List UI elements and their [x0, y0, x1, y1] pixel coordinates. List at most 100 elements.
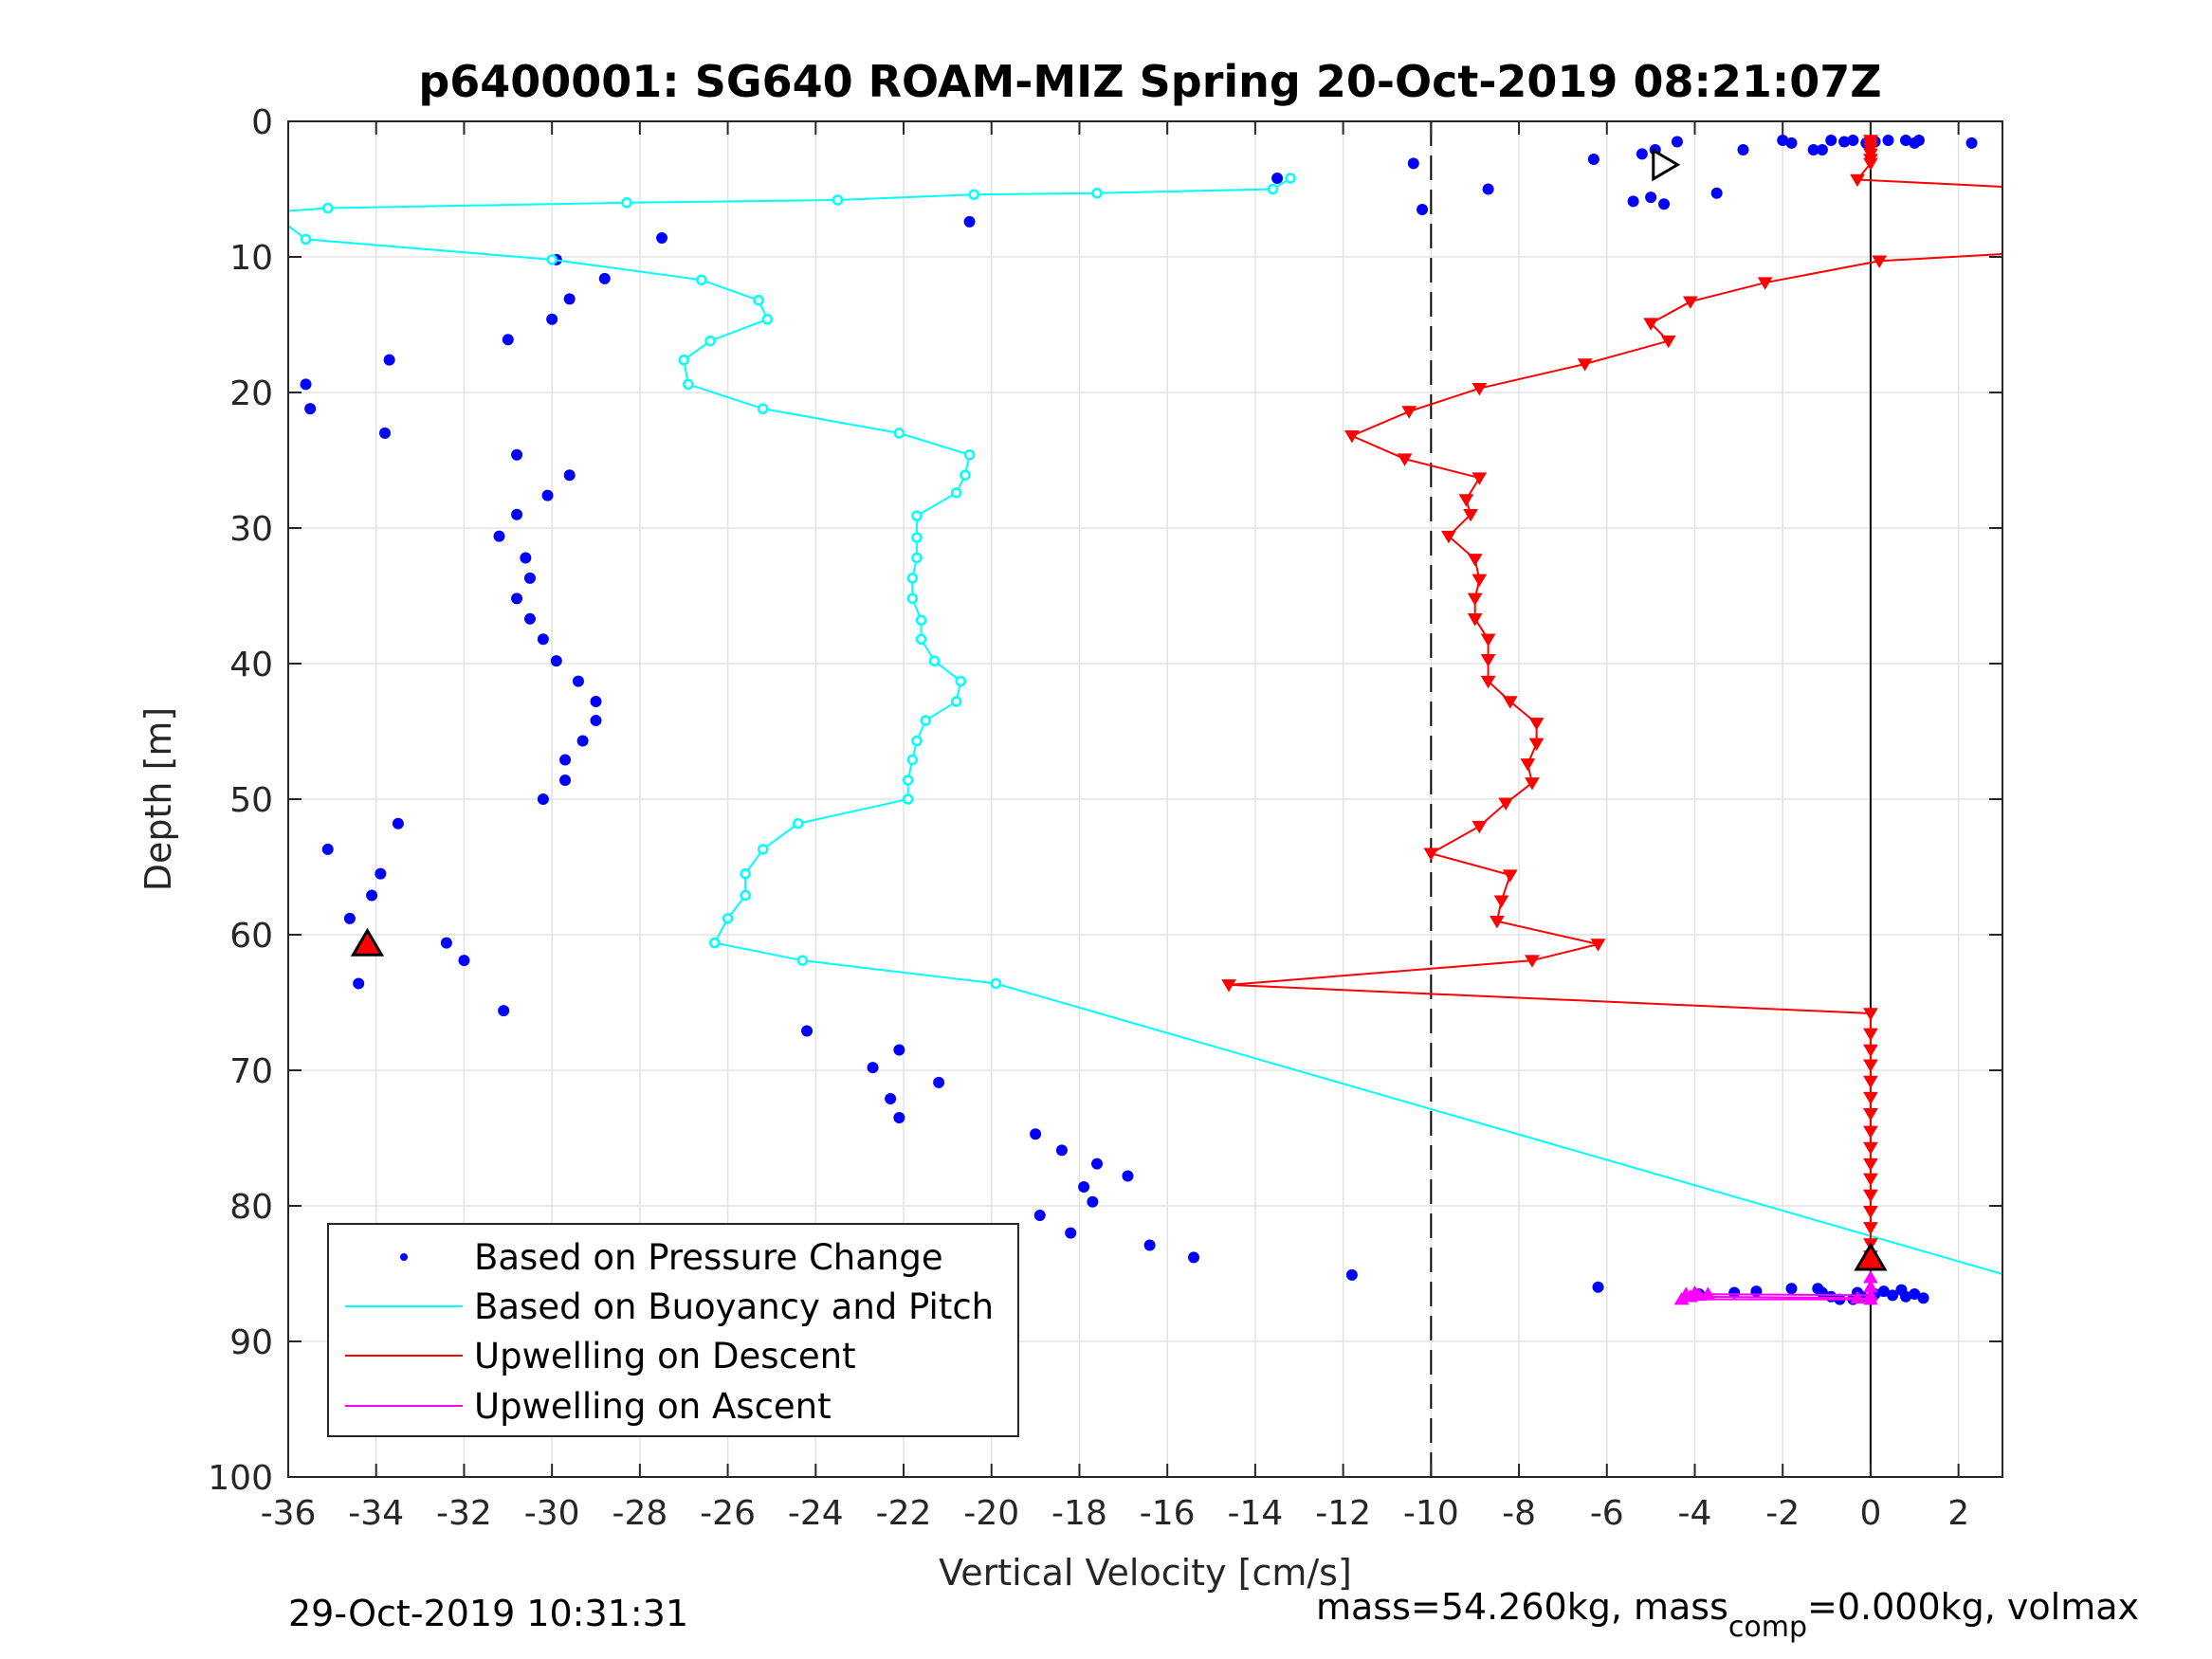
- data-point: [502, 334, 514, 346]
- y-tick-label: 60: [229, 917, 273, 956]
- y-tick-label: 80: [229, 1188, 273, 1227]
- data-point: [1645, 191, 1657, 204]
- data-point: [893, 1044, 905, 1056]
- data-point: [1909, 1287, 1921, 1300]
- data-point: [1643, 318, 1659, 331]
- data-point: [1965, 137, 1978, 149]
- y-tick-label: 0: [251, 103, 273, 142]
- data-point: [1863, 1108, 1878, 1121]
- x-tick-label: -24: [788, 1494, 844, 1533]
- data-point: [1850, 1290, 1865, 1304]
- legend-label-buoyancy-pitch: Based on Buoyancy and Pitch: [474, 1286, 994, 1327]
- data-point: [1838, 136, 1851, 148]
- data-point: [1785, 1283, 1798, 1295]
- data-point: [590, 696, 602, 708]
- data-point: [1863, 1158, 1878, 1172]
- data-point: [968, 189, 979, 200]
- data-point: [1682, 1289, 1698, 1303]
- data-point: [1710, 187, 1723, 199]
- data-point: [511, 508, 523, 520]
- data-point: [1520, 758, 1536, 772]
- data-point: [1863, 1125, 1878, 1139]
- series-upwelling-descent: [1221, 135, 2002, 1264]
- data-point: [1528, 718, 1545, 731]
- x-tick-label: -26: [700, 1494, 756, 1533]
- marker-triangle-up-0: [350, 927, 385, 957]
- data-point: [546, 313, 558, 325]
- data-point: [366, 889, 378, 902]
- legend-box: [327, 1223, 1019, 1437]
- data-point: [911, 532, 923, 543]
- data-point: [1863, 1189, 1878, 1203]
- data-point: [378, 427, 391, 439]
- y-tick-label: 20: [229, 374, 273, 413]
- data-point: [498, 1005, 510, 1017]
- data-point: [1078, 1180, 1090, 1193]
- data-point: [375, 867, 387, 880]
- data-point: [1463, 508, 1478, 522]
- data-point: [893, 1112, 905, 1124]
- data-point: [933, 1076, 945, 1088]
- data-point: [572, 675, 584, 687]
- y-tick-label: 30: [229, 510, 273, 549]
- x-tick-label: -22: [876, 1494, 932, 1533]
- y-tick-label: 100: [208, 1459, 273, 1498]
- data-point: [343, 912, 356, 924]
- data-point: [1143, 1239, 1156, 1251]
- data-point: [598, 272, 611, 284]
- legend: Based on Pressure Change Based on Buoyanc…: [327, 1223, 1019, 1437]
- y-tick-label: 70: [229, 1052, 273, 1091]
- x-axis-label: Vertical Velocity [cm/s]: [939, 1552, 1352, 1594]
- data-point: [1816, 1286, 1828, 1299]
- data-point: [321, 202, 334, 214]
- data-point: [1030, 1128, 1042, 1140]
- data-point: [1467, 592, 1483, 606]
- data-point: [708, 937, 721, 949]
- data-point: [1636, 148, 1648, 160]
- data-point: [1407, 157, 1419, 170]
- data-point: [1673, 1292, 1690, 1305]
- data-point: [1502, 696, 1518, 709]
- data-point: [678, 354, 689, 366]
- x-tick-label: -4: [1678, 1494, 1712, 1533]
- data-point: [1847, 135, 1859, 147]
- legend-label-upwelling-descent: Upwelling on Descent: [474, 1336, 856, 1376]
- series-upwelling-ascent: [1673, 1270, 1878, 1305]
- data-point: [511, 592, 523, 605]
- x-tick-label: -8: [1502, 1494, 1536, 1533]
- data-point: [1055, 1144, 1068, 1157]
- data-point: [1525, 777, 1540, 791]
- data-point: [990, 977, 1002, 990]
- data-point: [1658, 198, 1671, 210]
- data-point: [576, 735, 589, 747]
- data-point: [1863, 1292, 1878, 1305]
- data-point: [1472, 820, 1488, 834]
- data-point: [440, 937, 452, 949]
- data-point: [793, 817, 804, 830]
- data-point: [722, 913, 734, 924]
- data-point: [1900, 135, 1912, 147]
- footer-mass-subscript: comp: [1728, 1611, 1807, 1644]
- footer-mass-suffix: =0.000kg, volmax: [1807, 1586, 2139, 1628]
- data-point: [1480, 675, 1496, 689]
- data-point: [1882, 135, 1894, 147]
- data-point: [1467, 613, 1483, 627]
- data-point: [1498, 797, 1514, 811]
- data-point: [1401, 406, 1417, 419]
- series-buoyancy-pitch: [288, 173, 2002, 1275]
- data-point: [353, 977, 365, 990]
- y-tick-label: 90: [229, 1323, 273, 1362]
- data-point: [1344, 430, 1360, 444]
- data-point: [902, 775, 914, 786]
- data-point: [963, 449, 976, 461]
- data-point: [537, 633, 549, 646]
- legend-label-upwelling-ascent: Upwelling on Ascent: [474, 1386, 832, 1427]
- data-point: [523, 572, 536, 584]
- data-point: [867, 1062, 879, 1074]
- data-point: [1489, 915, 1505, 929]
- data-point: [832, 194, 844, 206]
- data-point: [960, 469, 971, 481]
- data-point: [621, 197, 632, 209]
- data-point: [1122, 1170, 1134, 1182]
